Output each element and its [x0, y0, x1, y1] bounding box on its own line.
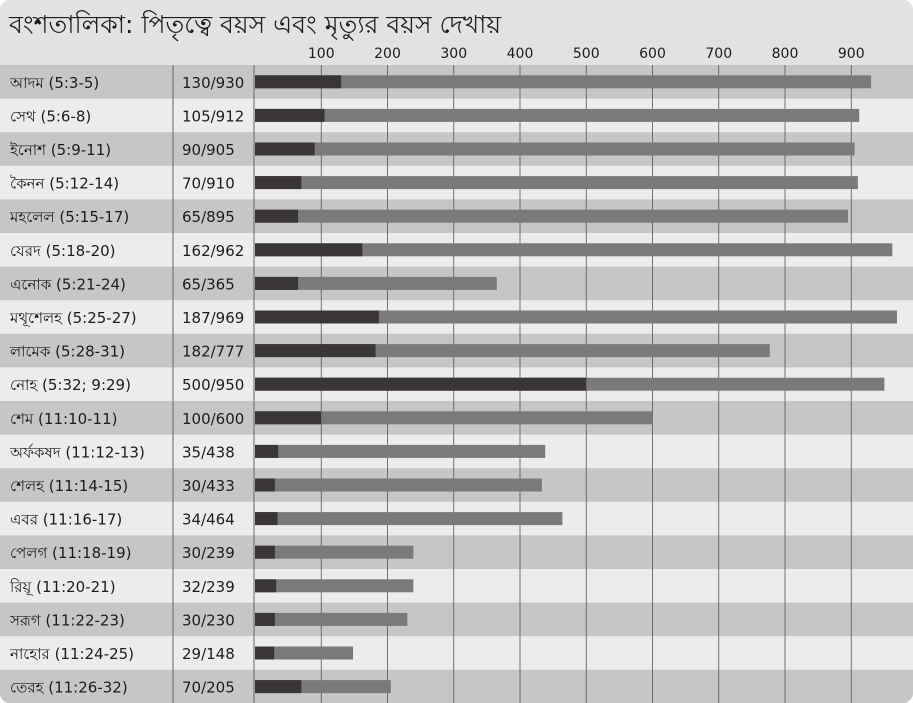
- person-name: নাহোর (11:24-25): [9, 645, 134, 663]
- lifespan-bar: [255, 276, 497, 290]
- lifespan-bar: [255, 310, 897, 324]
- tick-labels: 100 200 300 400 500 600 700 800 900: [308, 46, 865, 62]
- lifespan-bar: [255, 411, 653, 425]
- fatherhood-age-bar: [255, 142, 315, 156]
- fatherhood-age-bar: [255, 545, 275, 559]
- person-name: ইনোশ (5:9-11): [9, 141, 111, 159]
- x-tick-label: 400: [507, 46, 534, 62]
- fatherhood-age-bar: [255, 612, 275, 626]
- fatherhood-age-bar: [255, 344, 376, 358]
- person-name: শেলহ (11:14-15): [10, 477, 128, 495]
- x-tick-label: 100: [308, 46, 335, 62]
- age-label: 65/895: [182, 208, 235, 226]
- person-name: সেথ (5:6-8): [10, 107, 91, 125]
- table-row-background: [0, 569, 913, 604]
- age-label: 70/205: [182, 679, 235, 697]
- age-label: 34/464: [182, 511, 235, 529]
- age-label: 182/777: [182, 343, 244, 361]
- fatherhood-age-bar: [255, 646, 275, 660]
- lifespan-bar: [255, 176, 858, 190]
- age-label: 130/930: [182, 74, 244, 92]
- fatherhood-age-bar: [255, 579, 277, 593]
- fatherhood-age-bar: [255, 108, 325, 122]
- age-label: 30/230: [182, 611, 235, 629]
- fatherhood-age-bar: [255, 243, 363, 257]
- person-name: নোহ (5:32; 9:29): [10, 376, 131, 394]
- table-row-background: [0, 669, 913, 703]
- person-name: অর্ফকষদ (11:12-13): [9, 443, 145, 461]
- fatherhood-age-bar: [255, 512, 278, 526]
- x-tick-label: 200: [374, 46, 401, 62]
- fatherhood-age-bar: [255, 310, 379, 324]
- fatherhood-age-bar: [255, 377, 587, 391]
- fatherhood-age-bar: [255, 478, 275, 492]
- fatherhood-age-bar: [255, 75, 342, 89]
- person-name: পেলগ (11:18-19): [10, 544, 131, 562]
- lifespan-bar: [255, 344, 770, 358]
- table-row-background: [0, 535, 913, 570]
- rows-layer: [0, 65, 913, 703]
- lifespan-bar: [255, 209, 848, 223]
- age-label: 32/239: [182, 578, 235, 596]
- lifespan-bar: [255, 512, 563, 526]
- chart-title: বংশতালিকা: পিতৃত্বে বয়স এবং মৃত্যুর বয়…: [8, 10, 502, 41]
- lifespan-bar: [255, 612, 408, 626]
- person-name: আদম (5:3-5): [9, 74, 99, 92]
- fatherhood-age-bar: [255, 444, 279, 458]
- lifespan-bar: [255, 646, 354, 660]
- person-name: মথূশেলহ (5:25-27): [9, 309, 137, 328]
- lifespan-bar: [255, 545, 414, 559]
- x-tick-label: 700: [705, 46, 732, 62]
- row-labels: আদম (5:3-5) 130/930 সেথ (5:6-8) 105/912 ইনোশ…: [9, 74, 244, 697]
- fatherhood-age-bar: [255, 680, 302, 694]
- person-name: রিয়ূ (11:20-21): [9, 578, 116, 597]
- x-tick-label: 300: [440, 46, 467, 62]
- fatherhood-age-bar: [255, 276, 299, 290]
- x-tick-label: 900: [838, 46, 865, 62]
- lifespan-bar: [255, 478, 542, 492]
- x-tick-label: 600: [639, 46, 666, 62]
- x-tick-label: 500: [573, 46, 600, 62]
- lifespan-bar: [255, 108, 860, 122]
- age-label: 500/950: [182, 376, 244, 394]
- age-label: 187/969: [182, 309, 244, 327]
- age-label: 70/910: [182, 175, 235, 193]
- fatherhood-age-bar: [255, 176, 302, 190]
- age-label: 105/912: [182, 107, 244, 125]
- person-name: যেরদ (5:18-20): [10, 242, 116, 260]
- fatherhood-age-bar: [255, 411, 322, 425]
- person-name: এবর (11:16-17): [10, 511, 122, 529]
- bars-layer: [255, 75, 897, 694]
- person-name: শেম (11:10-11): [10, 410, 118, 428]
- lifespan-bar: [255, 579, 414, 593]
- lifespan-bar: [255, 444, 546, 458]
- x-tick-label: 800: [772, 46, 799, 62]
- grid-layer: [172, 65, 852, 703]
- person-name: কৈনন (5:12-14): [10, 175, 119, 193]
- table-row-background: [0, 636, 913, 671]
- age-label: 65/365: [182, 275, 235, 293]
- lifespan-bar: [255, 142, 855, 156]
- person-name: এনোক (5:21-24): [10, 275, 126, 293]
- age-label: 90/905: [182, 141, 235, 159]
- lifespan-bar: [255, 243, 893, 257]
- age-label: 162/962: [182, 242, 244, 260]
- lifespan-bar: [255, 75, 872, 89]
- age-label: 30/433: [182, 477, 235, 495]
- table-row-background: [0, 602, 913, 637]
- age-label: 100/600: [182, 410, 244, 428]
- age-label: 30/239: [182, 544, 235, 562]
- person-name: তেরহ (11:26-32): [10, 679, 128, 697]
- person-name: মহলেল (5:15-17): [9, 208, 129, 226]
- person-name: সরূগ (11:22-23): [9, 611, 125, 629]
- age-label: 35/438: [182, 443, 235, 461]
- fatherhood-age-bar: [255, 209, 299, 223]
- age-label: 29/148: [182, 645, 235, 663]
- person-name: লামেক (5:28-31): [9, 343, 125, 361]
